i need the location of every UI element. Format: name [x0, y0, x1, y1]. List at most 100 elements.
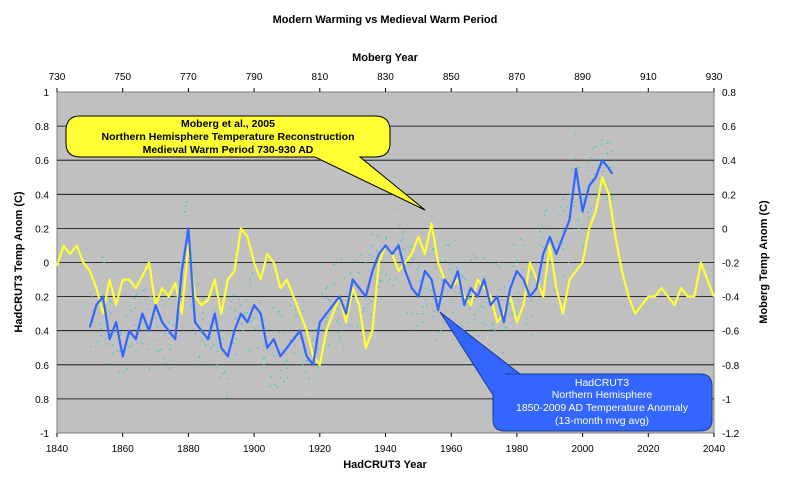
- scatter-point: [573, 201, 576, 203]
- scatter-point: [89, 292, 92, 295]
- y-left-tick-label: 0.4: [35, 190, 49, 201]
- scatter-point: [450, 300, 453, 302]
- scatter-point: [479, 305, 482, 308]
- scatter-point: [357, 272, 360, 274]
- scatter-point: [263, 364, 265, 366]
- scatter-point: [278, 331, 281, 334]
- scatter-point: [503, 286, 506, 288]
- scatter-point: [454, 239, 457, 241]
- scatter-point: [545, 208, 547, 211]
- x-bottom-tick-label: 1960: [440, 444, 463, 455]
- scatter-point: [249, 349, 252, 351]
- scatter-point: [509, 302, 511, 305]
- scatter-point: [270, 375, 273, 378]
- scatter-point: [600, 139, 603, 141]
- scatter-point: [250, 320, 253, 323]
- moberg-callout-line-2: Northern Hemisphere Temperature Reconstr…: [101, 131, 354, 143]
- scatter-point: [112, 343, 114, 346]
- scatter-point: [147, 348, 150, 350]
- scatter-point: [602, 170, 604, 173]
- scatter-point: [214, 294, 216, 296]
- scatter-point: [101, 256, 104, 258]
- scatter-point: [579, 166, 581, 168]
- scatter-point: [491, 323, 494, 326]
- scatter-point: [467, 321, 469, 324]
- scatter-point: [521, 268, 524, 271]
- scatter-point: [232, 342, 234, 345]
- scatter-point: [251, 272, 254, 274]
- scatter-point: [562, 242, 564, 245]
- scatter-point: [367, 303, 369, 306]
- scatter-point: [433, 297, 435, 300]
- scatter-point: [464, 278, 466, 281]
- scatter-point: [418, 265, 421, 268]
- scatter-point: [462, 276, 464, 279]
- scatter-point: [242, 329, 244, 332]
- scatter-point: [562, 247, 564, 250]
- scatter-point: [321, 328, 323, 331]
- scatter-point: [229, 307, 232, 310]
- x-top-tick-label: 830: [377, 72, 394, 83]
- y-left-tick-label: 0.8: [35, 395, 49, 406]
- scatter-point: [435, 267, 437, 269]
- scatter-point: [201, 339, 203, 342]
- scatter-point: [492, 321, 494, 324]
- scatter-point: [224, 370, 226, 373]
- scatter-point: [473, 253, 475, 256]
- scatter-point: [539, 230, 542, 233]
- scatter-point: [574, 157, 576, 159]
- y-left-axis-title: HadCRUT3 Temp Anom (C): [13, 191, 25, 333]
- scatter-point: [590, 207, 592, 210]
- x-top-tick-label: 850: [443, 72, 460, 83]
- scatter-point: [573, 205, 576, 207]
- scatter-point: [448, 244, 450, 246]
- scatter-point: [399, 225, 401, 227]
- scatter-point: [305, 359, 308, 362]
- scatter-point: [227, 333, 230, 335]
- scatter-point: [287, 360, 289, 362]
- scatter-point: [141, 342, 144, 345]
- x-top-axis-title: Moberg Year: [352, 52, 419, 64]
- scatter-point: [238, 298, 241, 301]
- scatter-point: [370, 301, 372, 303]
- scatter-point: [367, 269, 369, 272]
- scatter-point: [168, 321, 170, 324]
- hadcrut-callout-line-1: HadCRUT3: [575, 377, 629, 389]
- scatter-point: [111, 352, 114, 355]
- scatter-point: [172, 324, 175, 326]
- y-right-tick-label: 0.8: [722, 88, 736, 99]
- scatter-point: [557, 241, 559, 243]
- scatter-point: [591, 147, 594, 149]
- scatter-point: [119, 332, 122, 334]
- scatter-point: [376, 250, 378, 252]
- y-left-tick-label: 0.2: [35, 293, 49, 304]
- scatter-point: [415, 257, 417, 259]
- scatter-point: [180, 261, 182, 264]
- scatter-point: [293, 352, 296, 354]
- scatter-point: [461, 325, 464, 327]
- scatter-point: [259, 325, 261, 327]
- scatter-point: [272, 306, 275, 309]
- scatter-point: [216, 364, 218, 367]
- scatter-point: [298, 316, 301, 318]
- scatter-point: [541, 237, 543, 239]
- scatter-point: [395, 277, 398, 280]
- scatter-point: [324, 321, 327, 323]
- scatter-point: [232, 294, 235, 297]
- scatter-point: [226, 394, 228, 397]
- scatter-point: [198, 355, 201, 358]
- scatter-point: [402, 247, 404, 250]
- scatter-point: [149, 295, 152, 298]
- scatter-point: [161, 299, 163, 302]
- x-top-tick-label: 790: [246, 72, 263, 83]
- scatter-point: [281, 314, 284, 317]
- scatter-point: [302, 364, 304, 366]
- scatter-point: [111, 345, 113, 347]
- scatter-point: [433, 310, 435, 313]
- scatter-point: [502, 351, 505, 354]
- scatter-point: [611, 150, 613, 152]
- y-right-tick-label: -1.2: [722, 429, 740, 440]
- scatter-point: [606, 142, 609, 144]
- scatter-point: [482, 257, 485, 260]
- scatter-point: [222, 372, 225, 375]
